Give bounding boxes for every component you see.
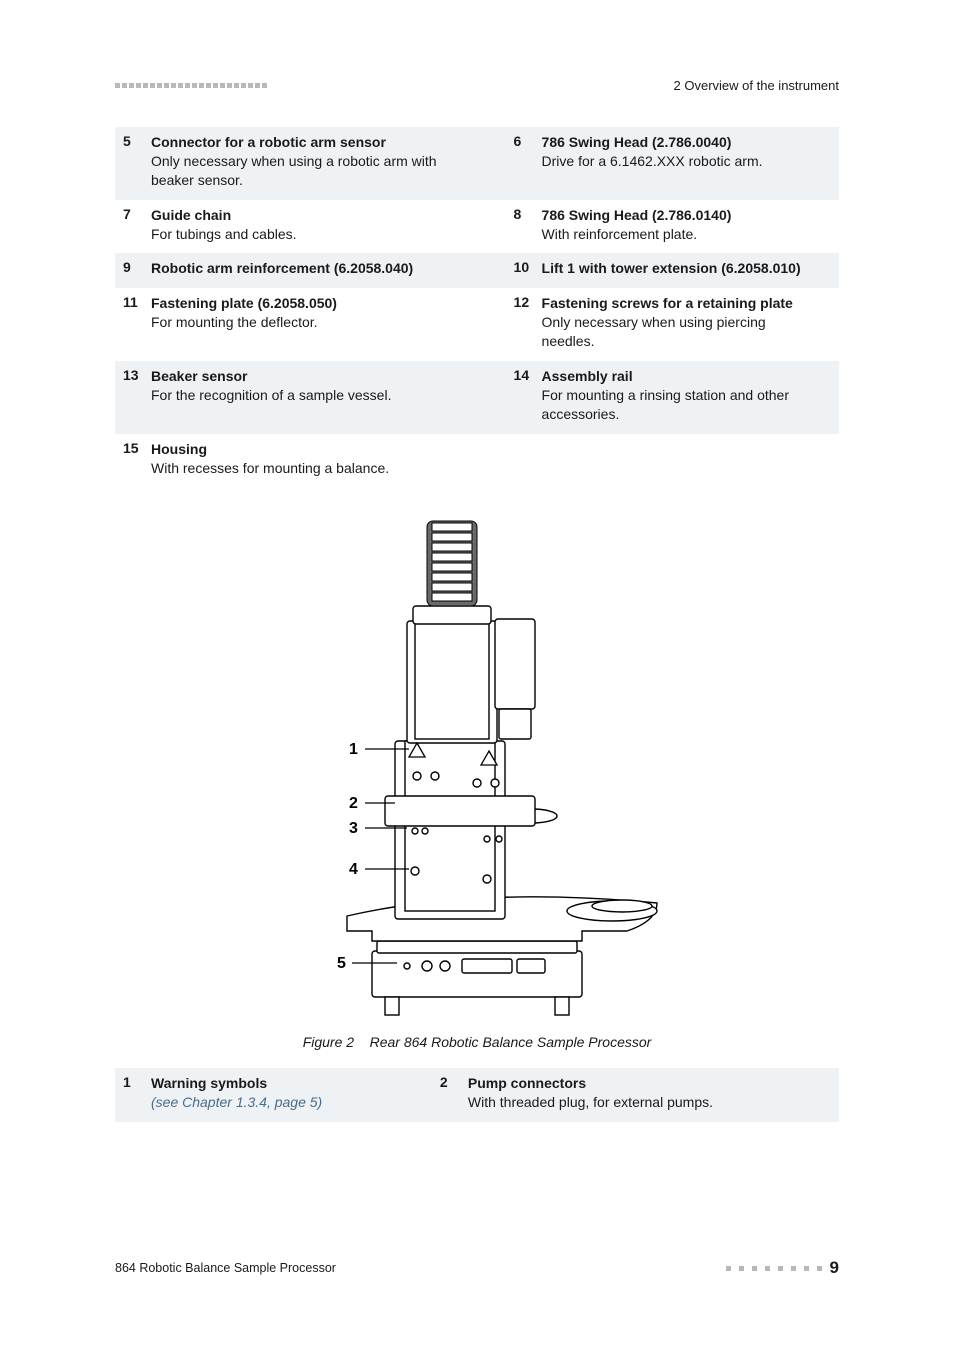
legend-table-1: 5Connector for a robotic arm sensorOnly … — [115, 127, 839, 487]
legend-number: 7 — [115, 200, 151, 254]
legend-text: Fastening screws for a retaining plateOn… — [542, 288, 839, 361]
legend-row: 5Connector for a robotic arm sensorOnly … — [115, 127, 839, 200]
callout-1: 1 — [349, 741, 358, 758]
callout-3: 3 — [349, 820, 358, 837]
callout-5: 5 — [337, 955, 346, 972]
legend-row: 13Beaker sensorFor the recognition of a … — [115, 361, 839, 434]
legend-text: Beaker sensorFor the recognition of a sa… — [151, 361, 492, 434]
legend-text: Robotic arm reinforcement (6.2058.040) — [151, 253, 492, 288]
legend-row: 1Warning symbols(see Chapter 1.3.4, page… — [115, 1068, 839, 1122]
legend-row: 9Robotic arm reinforcement (6.2058.040) 1… — [115, 253, 839, 288]
legend-text: 786 Swing Head (2.786.0140)With reinforc… — [542, 200, 839, 254]
legend-number: 9 — [115, 253, 151, 288]
callout-2: 2 — [349, 795, 358, 812]
page-footer: 864 Robotic Balance Sample Processor 9 — [115, 1258, 839, 1278]
callout-4: 4 — [349, 861, 358, 878]
legend-text: Pump connectorsWith threaded plug, for e… — [468, 1068, 839, 1122]
legend-text — [542, 434, 839, 488]
legend-text: Lift 1 with tower extension (6.2058.010) — [542, 253, 839, 288]
legend-number: 11 — [115, 288, 151, 361]
footer-product: 864 Robotic Balance Sample Processor — [115, 1261, 336, 1275]
legend-row: 11Fastening plate (6.2058.050)For mounti… — [115, 288, 839, 361]
legend-number: 12 — [506, 288, 542, 361]
legend-number: 1 — [115, 1068, 151, 1122]
legend-number: 14 — [506, 361, 542, 434]
page-number: 9 — [830, 1258, 839, 1278]
legend-table-2: 1Warning symbols(see Chapter 1.3.4, page… — [115, 1068, 839, 1122]
legend-number: 6 — [506, 127, 542, 200]
legend-number: 5 — [115, 127, 151, 200]
legend-text: HousingWith recesses for mounting a bala… — [151, 434, 492, 488]
legend-text: Warning symbols(see Chapter 1.3.4, page … — [151, 1068, 418, 1122]
legend-number: 15 — [115, 434, 151, 488]
page-header: 2 Overview of the instrument — [115, 78, 839, 93]
legend-number: 2 — [432, 1068, 468, 1122]
header-ornament-left — [115, 83, 267, 88]
legend-text: Assembly railFor mounting a rinsing stat… — [542, 361, 839, 434]
figure-2: 1 2 3 4 5 Figure 2 Rear 864 Robotic Bala… — [115, 511, 839, 1050]
legend-text: Connector for a robotic arm sensorOnly n… — [151, 127, 492, 200]
legend-row: 15HousingWith recesses for mounting a ba… — [115, 434, 839, 488]
footer-right: 9 — [726, 1258, 839, 1278]
legend-text: 786 Swing Head (2.786.0040)Drive for a 6… — [542, 127, 839, 200]
legend-text: Fastening plate (6.2058.050)For mounting… — [151, 288, 492, 361]
figure-caption: Figure 2 Rear 864 Robotic Balance Sample… — [115, 1034, 839, 1050]
legend-text: Guide chainFor tubings and cables. — [151, 200, 492, 254]
legend-number: 13 — [115, 361, 151, 434]
instrument-diagram: 1 2 3 4 5 — [277, 511, 677, 1021]
section-title: 2 Overview of the instrument — [674, 78, 839, 93]
legend-number — [506, 434, 542, 488]
legend-number: 10 — [506, 253, 542, 288]
legend-row: 7Guide chainFor tubings and cables. 8786 … — [115, 200, 839, 254]
legend-number: 8 — [506, 200, 542, 254]
